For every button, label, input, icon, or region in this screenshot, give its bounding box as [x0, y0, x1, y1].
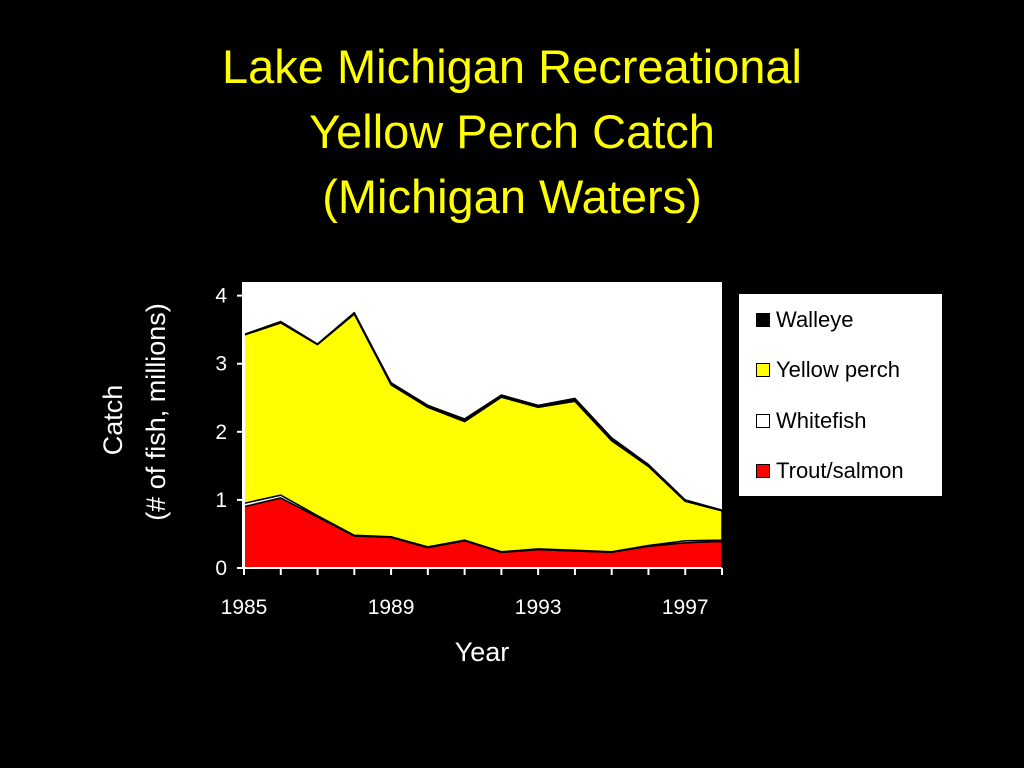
y-axis-label-line-1: Catch: [98, 385, 128, 456]
legend-label-walleye: Walleye: [776, 307, 854, 332]
y-tick-label-3: 3: [215, 353, 227, 376]
x-tick-label-1993: 1993: [515, 596, 562, 619]
title-line-3: (Michigan Waters): [322, 170, 702, 223]
legend-label-trout-salmon: Trout/salmon: [776, 458, 904, 483]
legend-swatch-walleye: [756, 313, 770, 327]
area-series-group: [243, 311, 723, 569]
y-tick-label-0: 0: [215, 557, 227, 580]
legend-label-yellow-perch: Yellow perch: [776, 357, 900, 382]
area-walleye: [243, 311, 723, 512]
y-axis-label-line-2: (# of fish, millions): [141, 303, 171, 521]
legend-item-yellow-perch: Yellow perch: [756, 357, 900, 383]
legend-label-whitefish: Whitefish: [776, 408, 867, 433]
legend-swatch-yellow-perch: [756, 363, 770, 377]
axes-group: 0 1 2 3 4 1985 1989 1993 1997: [215, 282, 723, 619]
y-tick-label-4: 4: [215, 285, 227, 308]
y-tick-label-1: 1: [215, 489, 227, 512]
title-line-1: Lake Michigan Recreational: [222, 40, 802, 93]
title-line-2: Yellow Perch Catch: [309, 105, 715, 158]
slide-title: Lake Michigan Recreational Yellow Perch …: [0, 34, 1024, 229]
legend-swatch-trout-salmon: [756, 464, 770, 478]
legend-item-whitefish: Whitefish: [756, 408, 866, 434]
x-tick-label-1985: 1985: [221, 596, 268, 619]
x-axis-label: Year: [455, 637, 510, 667]
legend-swatch-whitefish: [756, 414, 770, 428]
legend-item-walleye: Walleye: [756, 307, 853, 333]
legend-item-trout-salmon: Trout/salmon: [756, 458, 904, 484]
x-tick-label-1997: 1997: [662, 596, 709, 619]
y-tick-label-2: 2: [215, 421, 227, 444]
x-tick-label-1989: 1989: [368, 596, 415, 619]
chart-legend: Walleye Yellow perch Whitefish Trout/sal…: [739, 294, 942, 496]
